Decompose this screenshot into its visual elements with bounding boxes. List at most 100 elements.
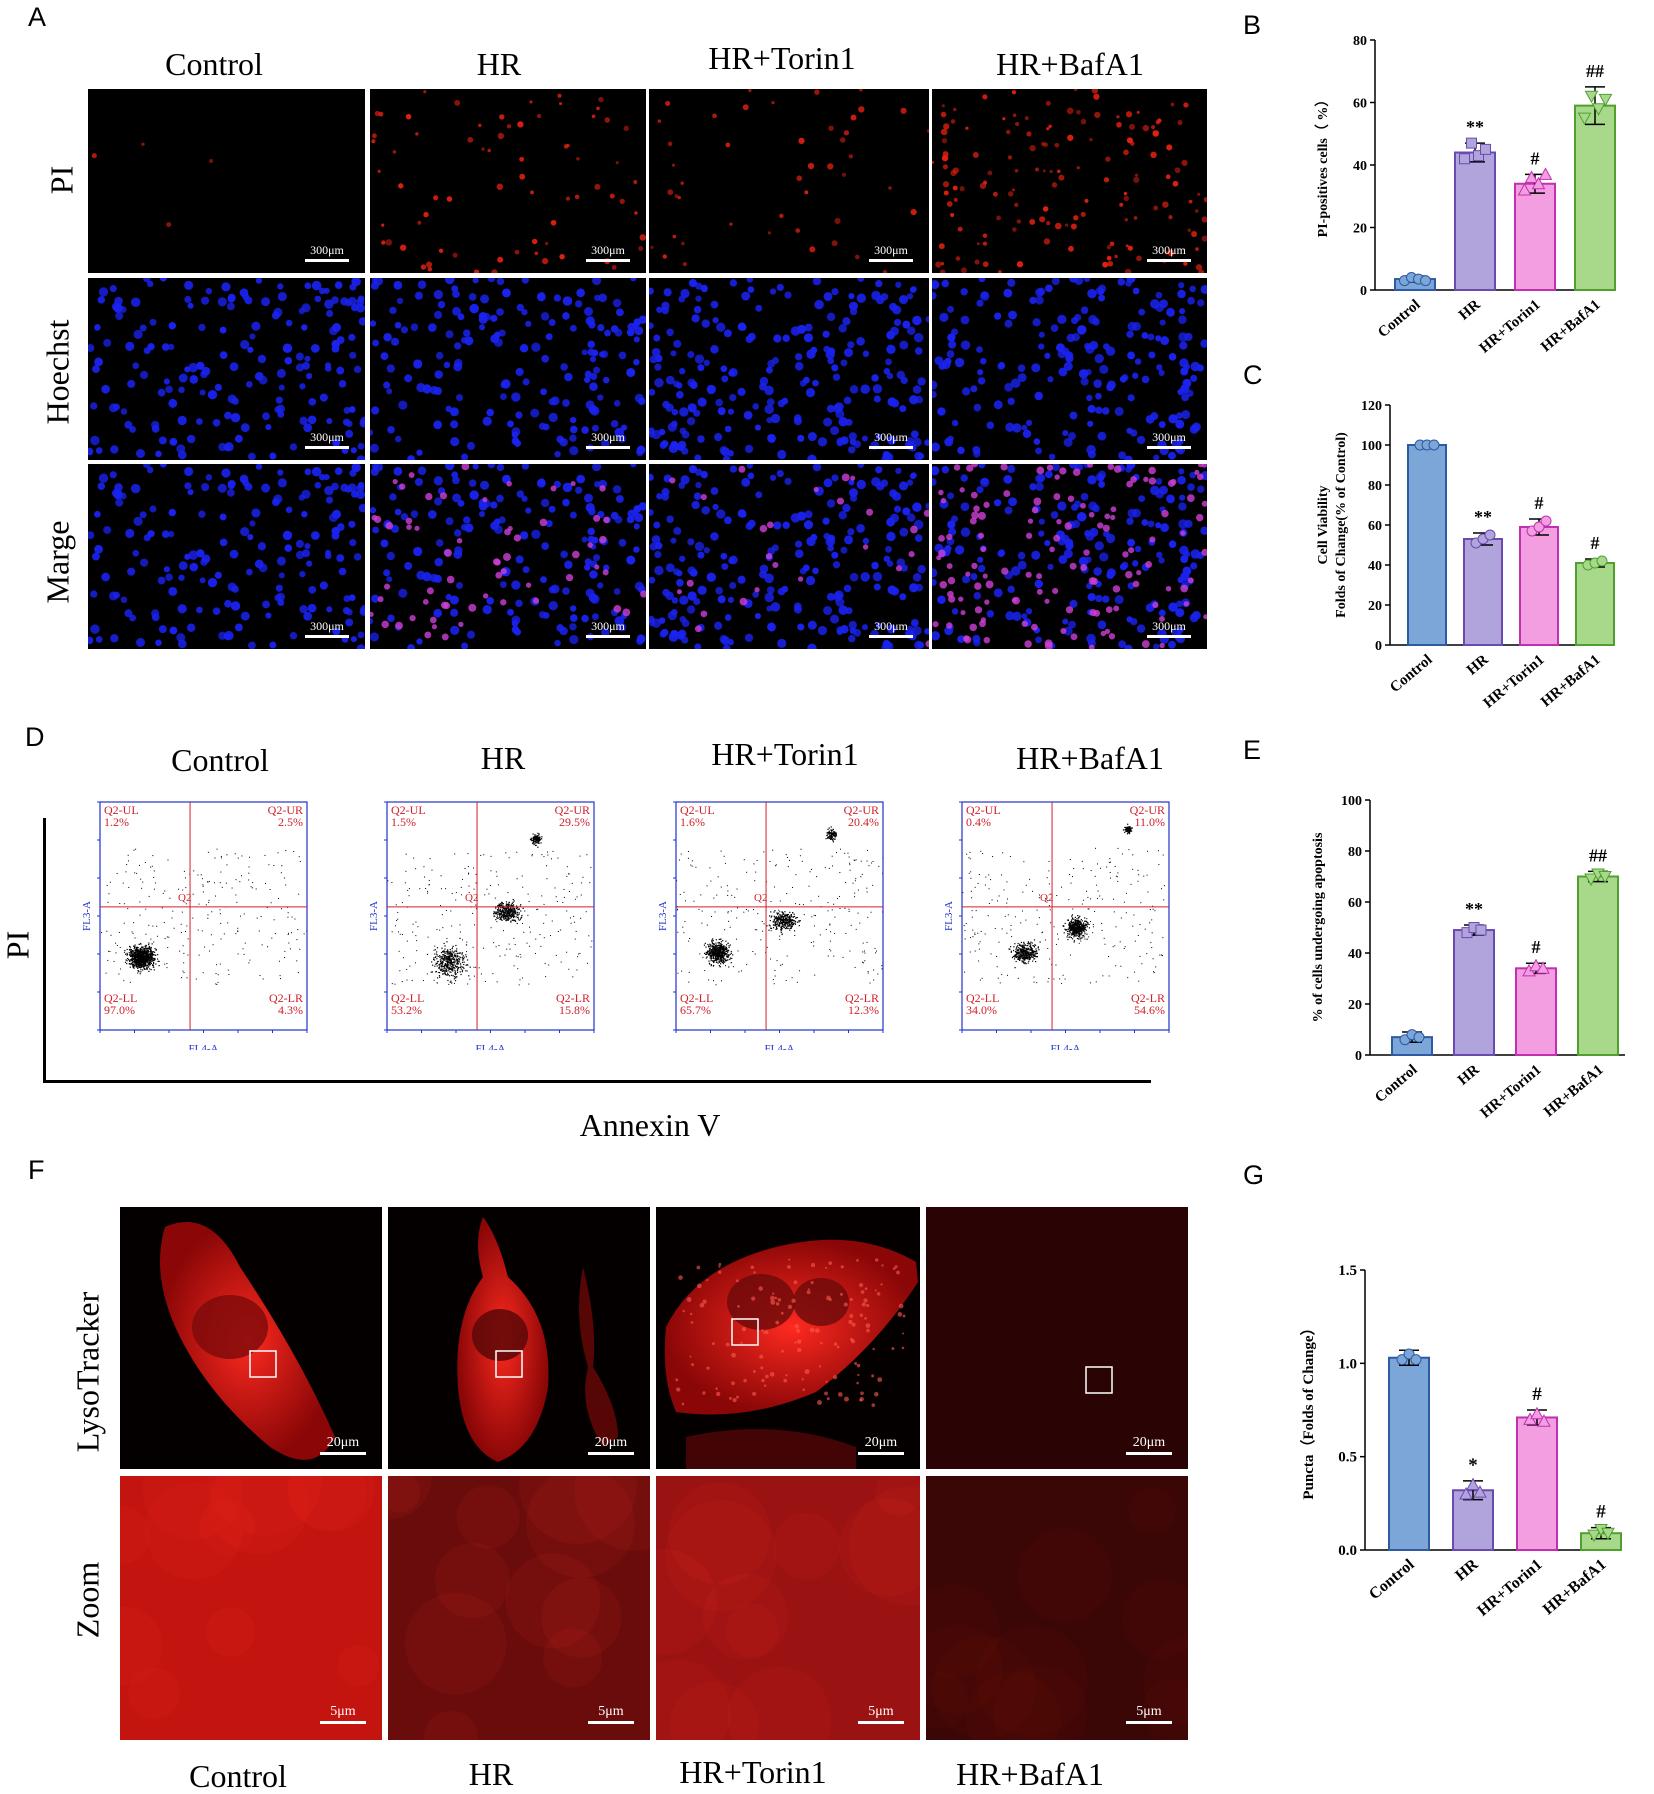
scale-bar-label: 300μm: [591, 619, 625, 633]
data-point: [1466, 1477, 1480, 1491]
quadrant-label-lr: Q2-LR: [269, 991, 303, 1005]
panel-a-image-pi-3: [932, 89, 1207, 273]
y-tick-label: 120: [1361, 399, 1382, 414]
scale-bar-label: 300μm: [1152, 243, 1186, 257]
scale-bar-line: [1147, 635, 1191, 638]
x-tick-label: HR+Torin1: [1474, 1556, 1545, 1620]
panel-a-image-pi-0: [88, 89, 365, 273]
scale-bar-label: 300μm: [874, 619, 908, 633]
panel-a-col-title-torin1: HR+Torin1: [708, 40, 856, 76]
scale-bar-label: 5μm: [598, 1704, 624, 1719]
panel-f-scale-bar: 20μm: [1126, 1435, 1172, 1455]
panel-a-image-hoechst-0: [88, 278, 365, 460]
scale-bar-line: [1126, 1721, 1172, 1724]
scale-bar-line: [869, 635, 913, 638]
flow-y-label: FL3-A: [943, 901, 955, 931]
data-point: [1601, 1527, 1615, 1541]
panel-f-col-title-torin1: HR+Torin1: [679, 1754, 827, 1790]
x-tick-label: HR+Torin1: [1478, 1062, 1545, 1122]
y-tick-label: 60: [1348, 896, 1362, 911]
quadrant-label-center: Q2: [465, 892, 478, 904]
quadrant-label-ur: Q2-UR: [555, 803, 590, 817]
bar-1: [1453, 929, 1495, 1056]
data-point: [1598, 93, 1613, 107]
scale-bar-label: 300μm: [310, 619, 344, 633]
quadrant-percent-ul: 1.5%: [391, 815, 416, 829]
quadrant-percent-ll: 97.0%: [104, 1003, 135, 1017]
x-tick-label: Control: [1366, 1556, 1418, 1603]
scale-bar-line: [588, 1721, 634, 1724]
y-tick-label: 80: [1348, 845, 1362, 860]
flow-x-label: FL4-A: [765, 1043, 795, 1050]
y-tick-label: 40: [1353, 159, 1367, 174]
y-tick-label: 100: [1361, 439, 1382, 454]
panel-a-image-pi-2: [649, 89, 929, 273]
quadrant-percent-ur: 2.5%: [278, 815, 303, 829]
significance-marker: ##: [1589, 845, 1607, 865]
quadrant-label-lr: Q2-LR: [845, 991, 879, 1005]
bar-2: [1519, 526, 1559, 646]
y-axis-label: Puncta（Folds of Change）: [1299, 1320, 1317, 1499]
panel-f-scale-bar: 5μm: [858, 1704, 904, 1724]
y-tick-label: 20: [1348, 998, 1362, 1013]
panel-f-scale-bar: 20μm: [858, 1435, 904, 1455]
quadrant-percent-lr: 54.6%: [1134, 1003, 1165, 1017]
panel-f-lysotracker-image-1: [388, 1207, 650, 1469]
panel-a-image-pi-1: [370, 89, 646, 273]
scale-bar-line: [586, 259, 630, 262]
y-tick-label: 0: [1360, 284, 1367, 299]
flow-y-label: FL3-A: [368, 901, 380, 931]
flow-y-label: FL3-A: [657, 901, 669, 931]
scale-bar-label: 300μm: [310, 430, 344, 444]
data-point: [1475, 924, 1487, 936]
data-point: [1484, 529, 1496, 541]
quadrant-label-ll: Q2-LL: [966, 991, 999, 1005]
data-point: [1584, 90, 1599, 104]
panel-f-scale-bar: 20μm: [588, 1435, 634, 1455]
zoom-region-box: [249, 1350, 277, 1378]
scale-bar-line: [305, 635, 349, 638]
panel-f-row-label-lysotracker: LysoTracker: [69, 1291, 106, 1453]
panel-d-col-title-control: Control: [171, 742, 269, 778]
data-point: [1466, 137, 1477, 149]
scale-bar-label: 300μm: [591, 243, 625, 257]
data-point: [1530, 1406, 1544, 1420]
panel-a-col-title-hr: HR: [476, 46, 522, 82]
x-tick-label: HR: [1464, 652, 1492, 679]
panel-f-scale-bar: 5μm: [320, 1704, 366, 1724]
scale-bar-label: 300μm: [591, 430, 625, 444]
y-axis-label: PI-positives cells（ %）: [1315, 93, 1331, 238]
data-point: [1577, 112, 1592, 126]
zoom-region-box: [731, 1318, 759, 1346]
panel-a-row-label-marge: Marge: [39, 520, 76, 604]
data-point: [1524, 170, 1539, 183]
panel-a-scale-bar: 300μm: [1147, 619, 1191, 638]
quadrant-label-center: Q2: [178, 892, 191, 904]
x-tick-label: Control: [1375, 297, 1423, 341]
data-point: [1480, 143, 1491, 155]
x-tick-label: Control: [1372, 1062, 1420, 1106]
significance-marker: #: [1531, 148, 1540, 168]
panel-d-axis-bottom: [43, 1080, 1151, 1083]
panel-label-c: C: [1243, 360, 1263, 390]
panel-f-col-title-bafa1: HR+BafA1: [956, 1756, 1104, 1792]
y-tick-label: 40: [1368, 559, 1382, 574]
significance-marker: #: [1591, 533, 1600, 553]
panel-a-scale-bar: 300μm: [869, 243, 913, 262]
significance-marker: #: [1535, 493, 1544, 513]
quadrant-label-ul: Q2-UL: [104, 803, 139, 817]
y-axis-label-2: Folds of Change(% of Control): [1334, 432, 1349, 618]
quadrant-percent-ll: 53.2%: [391, 1003, 422, 1017]
significance-marker: #: [1596, 1502, 1606, 1523]
panel-f-zoom-image-2: [656, 1476, 920, 1740]
quadrant-label-lr: Q2-LR: [1131, 991, 1165, 1005]
data-point: [1459, 153, 1470, 165]
data-point: [1538, 167, 1553, 180]
panel-label-f: F: [28, 1155, 45, 1185]
x-tick-label: HR: [1452, 1556, 1482, 1585]
panel-f-col-title-hr: HR: [468, 1756, 514, 1792]
y-tick-label: 0.0: [1338, 1543, 1357, 1559]
quadrant-percent-ul: 1.6%: [680, 815, 705, 829]
